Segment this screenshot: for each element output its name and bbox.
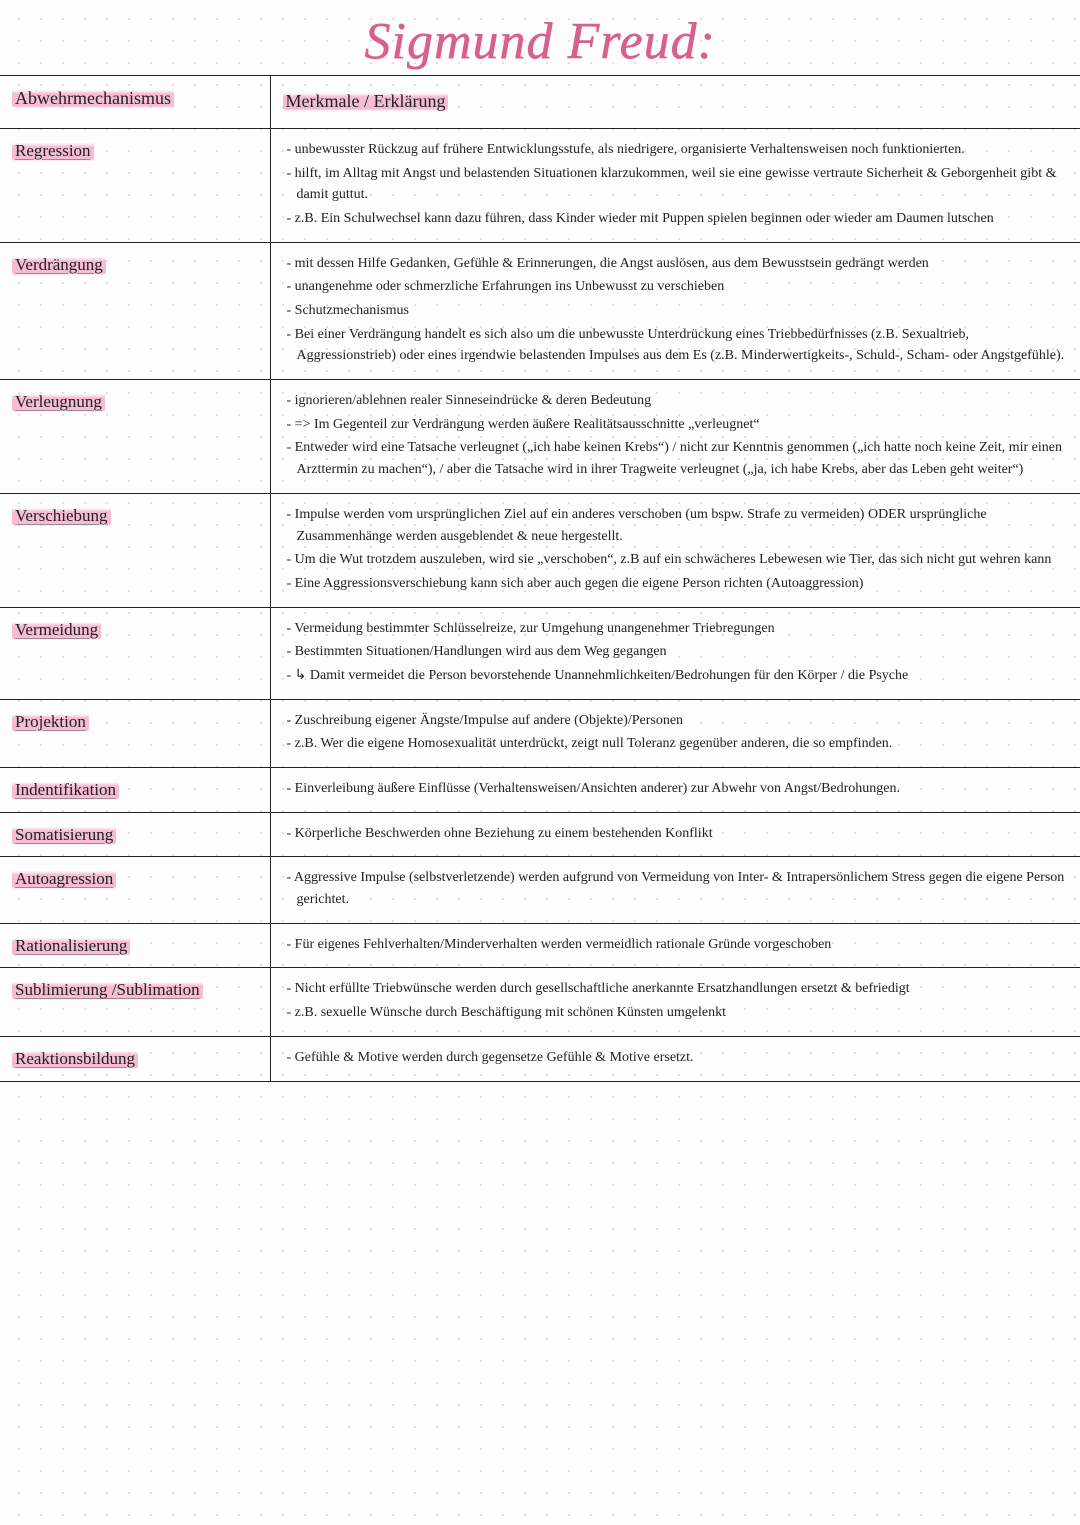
table-row: Rationalisierung Für eigenes Fehlverhalte… <box>0 923 1080 968</box>
term-cell: Verschiebung <box>0 493 270 607</box>
notes-list: Impulse werden vom ursprünglichen Ziel a… <box>283 504 1071 595</box>
header-left: Abwehrmechanismus <box>0 76 270 129</box>
table-row: Indentifikation Einverleibung äußere Einf… <box>0 768 1080 813</box>
notes-cell: Zuschreibung eigener Ängste/Impulse auf … <box>270 699 1080 767</box>
note-item: Bestimmten Situationen/Handlungen wird a… <box>287 641 1071 663</box>
term-label: Verschiebung <box>12 506 111 526</box>
term-cell: Rationalisierung <box>0 923 270 968</box>
notes-list: Für eigenes Fehlverhalten/Minderverhalte… <box>283 934 1071 956</box>
header-right: Merkmale / Erklärung <box>270 76 1080 129</box>
term-label: Autoagression <box>12 869 116 889</box>
term-cell: Sublimierung /Sublimation <box>0 968 270 1036</box>
page-title: Sigmund Freud: <box>0 0 1080 75</box>
note-item: Nicht erfüllte Triebwünsche werden durch… <box>287 978 1071 1000</box>
table-row: Regression unbewusster Rückzug auf früher… <box>0 128 1080 242</box>
note-item: Schutzmechanismus <box>287 300 1071 322</box>
table-row: Somatisierung Körperliche Beschwerden ohn… <box>0 812 1080 857</box>
table-row: Verschiebung Impulse werden vom ursprüngl… <box>0 493 1080 607</box>
term-label: Indentifikation <box>12 780 119 800</box>
term-label: Verdrängung <box>12 255 106 275</box>
notes-list: Gefühle & Motive werden durch gegensetze… <box>283 1047 1071 1069</box>
notes-list: ignorieren/ablehnen realer Sinneseindrüc… <box>283 390 1071 481</box>
term-label: Sublimierung /Sublimation <box>12 980 203 1000</box>
notes-cell: Nicht erfüllte Triebwünsche werden durch… <box>270 968 1080 1036</box>
notes-list: Vermeidung bestimmter Schlüsselreize, zu… <box>283 618 1071 687</box>
note-item: ↳ Damit vermeidet die Person bevorstehen… <box>287 665 1071 687</box>
defense-mechanisms-table: Abwehrmechanismus Merkmale / Erklärung R… <box>0 75 1080 1082</box>
note-item: unangenehme oder schmerzliche Erfahrunge… <box>287 276 1071 298</box>
notes-list: unbewusster Rückzug auf frühere Entwickl… <box>283 139 1071 230</box>
note-item: hilft, im Alltag mit Angst und belastend… <box>287 163 1071 206</box>
note-item: Bei einer Verdrängung handelt es sich al… <box>287 324 1071 367</box>
notes-list: Aggressive Impulse (selbstverletzende) w… <box>283 867 1071 910</box>
note-item: unbewusster Rückzug auf frühere Entwickl… <box>287 139 1071 161</box>
term-cell: Verleugnung <box>0 380 270 494</box>
notes-cell: mit dessen Hilfe Gedanken, Gefühle & Eri… <box>270 242 1080 379</box>
table-row: Verleugnung ignorieren/ablehnen realer Si… <box>0 380 1080 494</box>
notes-cell: unbewusster Rückzug auf frühere Entwickl… <box>270 128 1080 242</box>
note-item: mit dessen Hilfe Gedanken, Gefühle & Eri… <box>287 253 1071 275</box>
notes-cell: Gefühle & Motive werden durch gegensetze… <box>270 1036 1080 1081</box>
note-item: ignorieren/ablehnen realer Sinneseindrüc… <box>287 390 1071 412</box>
notes-cell: Impulse werden vom ursprünglichen Ziel a… <box>270 493 1080 607</box>
notes-cell: Körperliche Beschwerden ohne Beziehung z… <box>270 812 1080 857</box>
term-cell: Somatisierung <box>0 812 270 857</box>
note-item: => Im Gegenteil zur Verdrängung werden ä… <box>287 414 1071 436</box>
table-row: Vermeidung Vermeidung bestimmter Schlüsse… <box>0 607 1080 699</box>
term-label: Regression <box>12 141 94 161</box>
term-label: Vermeidung <box>12 620 101 640</box>
note-item: Impulse werden vom ursprünglichen Ziel a… <box>287 504 1071 547</box>
note-item: Für eigenes Fehlverhalten/Minderverhalte… <box>287 934 1071 956</box>
term-cell: Autoagression <box>0 857 270 923</box>
term-cell: Projektion <box>0 699 270 767</box>
notes-cell: Einverleibung äußere Einflüsse (Verhalte… <box>270 768 1080 813</box>
term-label: Projektion <box>12 712 89 732</box>
term-cell: Verdrängung <box>0 242 270 379</box>
table-row: Verdrängung mit dessen Hilfe Gedanken, Ge… <box>0 242 1080 379</box>
notes-cell: Vermeidung bestimmter Schlüsselreize, zu… <box>270 607 1080 699</box>
notes-cell: ignorieren/ablehnen realer Sinneseindrüc… <box>270 380 1080 494</box>
note-item: z.B. Wer die eigene Homosexualität unter… <box>287 733 1071 755</box>
note-item: Aggressive Impulse (selbstverletzende) w… <box>287 867 1071 910</box>
table-row: Autoagression Aggressive Impulse (selbstv… <box>0 857 1080 923</box>
term-cell: Vermeidung <box>0 607 270 699</box>
note-item: Eine Aggressionsverschiebung kann sich a… <box>287 573 1071 595</box>
notes-list: Nicht erfüllte Triebwünsche werden durch… <box>283 978 1071 1023</box>
term-label: Verleugnung <box>12 392 105 412</box>
notes-list: Einverleibung äußere Einflüsse (Verhalte… <box>283 778 1071 800</box>
notes-cell: Für eigenes Fehlverhalten/Minderverhalte… <box>270 923 1080 968</box>
note-item: Gefühle & Motive werden durch gegensetze… <box>287 1047 1071 1069</box>
term-cell: Regression <box>0 128 270 242</box>
term-cell: Reaktionsbildung <box>0 1036 270 1081</box>
note-item: Einverleibung äußere Einflüsse (Verhalte… <box>287 778 1071 800</box>
note-item: z.B. Ein Schulwechsel kann dazu führen, … <box>287 208 1071 230</box>
term-cell: Indentifikation <box>0 768 270 813</box>
note-item: Zuschreibung eigener Ängste/Impulse auf … <box>287 710 1071 732</box>
term-label: Rationalisierung <box>12 936 130 956</box>
handwritten-notes-page: Sigmund Freud: Abwehrmechanismus Merkmal… <box>0 0 1080 1082</box>
table-row: Sublimierung /Sublimation Nicht erfüllte … <box>0 968 1080 1036</box>
note-item: z.B. sexuelle Wünsche durch Beschäftigun… <box>287 1002 1071 1024</box>
notes-cell: Aggressive Impulse (selbstverletzende) w… <box>270 857 1080 923</box>
term-label: Somatisierung <box>12 825 116 845</box>
note-item: Körperliche Beschwerden ohne Beziehung z… <box>287 823 1071 845</box>
note-item: Um die Wut trotzdem auszuleben, wird sie… <box>287 549 1071 571</box>
term-label: Reaktionsbildung <box>12 1049 138 1069</box>
note-item: Vermeidung bestimmter Schlüsselreize, zu… <box>287 618 1071 640</box>
table-row: Reaktionsbildung Gefühle & Motive werden … <box>0 1036 1080 1081</box>
table-header-row: Abwehrmechanismus Merkmale / Erklärung <box>0 76 1080 129</box>
note-item: Entweder wird eine Tatsache verleugnet (… <box>287 437 1071 480</box>
notes-list: Zuschreibung eigener Ängste/Impulse auf … <box>283 710 1071 755</box>
notes-list: mit dessen Hilfe Gedanken, Gefühle & Eri… <box>283 253 1071 367</box>
table-row: Projektion Zuschreibung eigener Ängste/Im… <box>0 699 1080 767</box>
notes-list: Körperliche Beschwerden ohne Beziehung z… <box>283 823 1071 845</box>
